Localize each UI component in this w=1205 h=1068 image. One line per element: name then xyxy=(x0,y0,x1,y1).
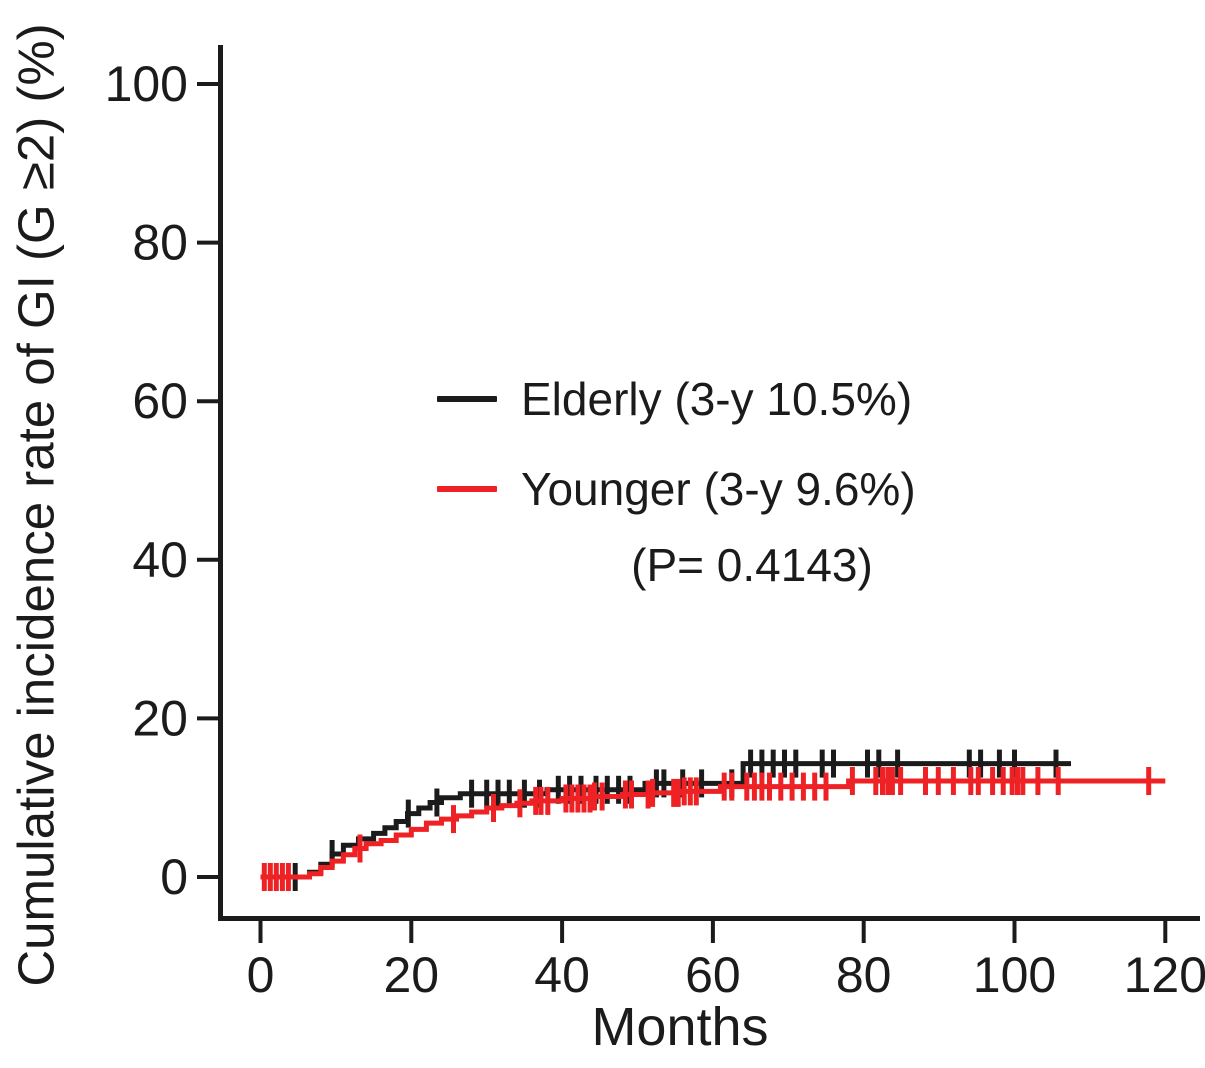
legend-label-younger: Younger (3-y 9.6%) xyxy=(521,463,916,515)
x-tick-label: 80 xyxy=(836,947,892,1003)
x-tick-label: 20 xyxy=(383,947,439,1003)
x-axis-title: Months xyxy=(591,997,769,1057)
younger-line-swatch xyxy=(437,486,497,492)
y-tick-label: 80 xyxy=(132,215,188,271)
y-axis-title: Cumulative incidence rate of GI (G ≥2) (… xyxy=(7,23,65,987)
x-tick-label: 60 xyxy=(685,947,741,1003)
y-tick-label: 60 xyxy=(132,373,188,429)
elderly-line-swatch xyxy=(437,396,497,402)
y-tick-label: 0 xyxy=(160,849,188,905)
x-tick-label: 100 xyxy=(973,947,1056,1003)
legend-label-elderly: Elderly (3-y 10.5%) xyxy=(521,373,913,425)
y-tick-label: 40 xyxy=(132,532,188,588)
x-tick-label: 40 xyxy=(534,947,590,1003)
y-tick-label: 20 xyxy=(132,690,188,746)
x-tick-label: 0 xyxy=(247,947,275,1003)
x-tick-label: 120 xyxy=(1124,947,1205,1003)
p-value-annotation: (P= 0.4143) xyxy=(631,539,873,591)
y-tick-label: 100 xyxy=(105,56,188,112)
